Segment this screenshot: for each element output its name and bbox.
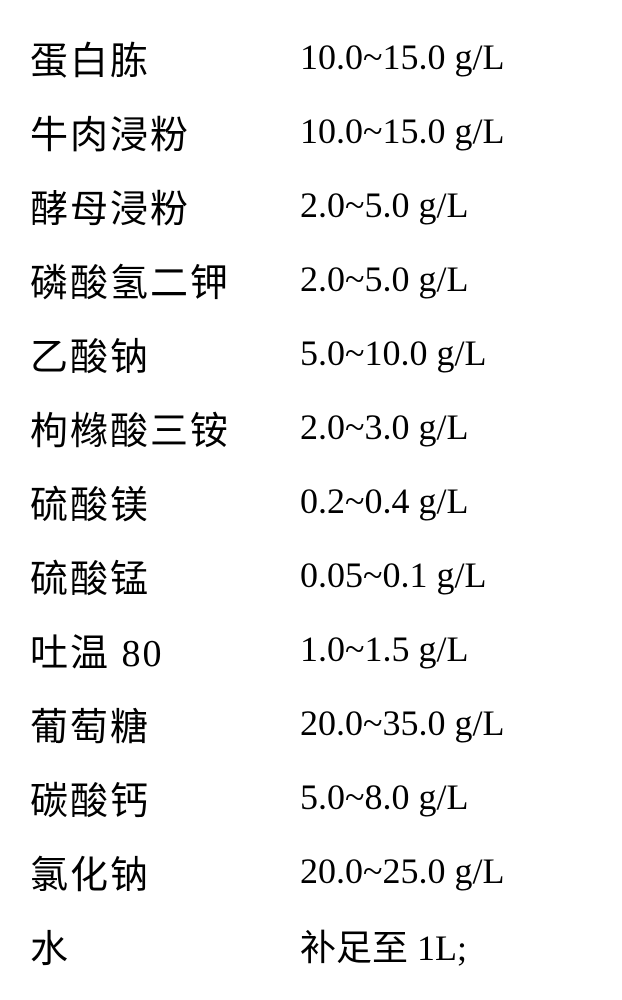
amount-cell: 10.0~15.0 g/L bbox=[300, 110, 504, 152]
ingredient-cell: 吐温 80 bbox=[30, 622, 300, 677]
amount-cell: 20.0~25.0 g/L bbox=[300, 850, 504, 892]
table-row: 乙酸钠 5.0~10.0 g/L bbox=[30, 316, 592, 390]
ingredient-cell: 碳酸钙 bbox=[30, 770, 300, 825]
table-row: 碳酸钙 5.0~8.0 g/L bbox=[30, 760, 592, 834]
table-row: 葡萄糖 20.0~35.0 g/L bbox=[30, 686, 592, 760]
ingredient-cell: 磷酸氢二钾 bbox=[30, 252, 300, 307]
amount-cell: 5.0~10.0 g/L bbox=[300, 332, 486, 374]
table-row: 磷酸氢二钾 2.0~5.0 g/L bbox=[30, 242, 592, 316]
amount-cell: 1.0~1.5 g/L bbox=[300, 628, 468, 670]
ingredient-cell: 枸橼酸三铵 bbox=[30, 400, 300, 455]
table-row: 枸橼酸三铵 2.0~3.0 g/L bbox=[30, 390, 592, 464]
ingredient-cell: 氯化钠 bbox=[30, 844, 300, 899]
ingredient-cell: 硫酸锰 bbox=[30, 548, 300, 603]
ingredient-cell: 水 bbox=[30, 918, 300, 973]
amount-cell: 20.0~35.0 g/L bbox=[300, 702, 504, 744]
amount-cell: 0.05~0.1 g/L bbox=[300, 554, 486, 596]
table-row: 蛋白胨 10.0~15.0 g/L bbox=[30, 20, 592, 94]
table-row: 吐温 80 1.0~1.5 g/L bbox=[30, 612, 592, 686]
amount-cell: 2.0~5.0 g/L bbox=[300, 258, 468, 300]
ingredient-cell: 硫酸镁 bbox=[30, 474, 300, 529]
amount-cell: 0.2~0.4 g/L bbox=[300, 480, 468, 522]
table-row: 酵母浸粉 2.0~5.0 g/L bbox=[30, 168, 592, 242]
table-row: 硫酸锰 0.05~0.1 g/L bbox=[30, 538, 592, 612]
amount-cell: 2.0~3.0 g/L bbox=[300, 406, 468, 448]
ingredient-cell: 酵母浸粉 bbox=[30, 178, 300, 233]
ingredient-cell: 葡萄糖 bbox=[30, 696, 300, 751]
table-row: 牛肉浸粉 10.0~15.0 g/L bbox=[30, 94, 592, 168]
ingredient-cell: 牛肉浸粉 bbox=[30, 104, 300, 159]
ingredient-cell: 蛋白胨 bbox=[30, 30, 300, 85]
amount-cell: 2.0~5.0 g/L bbox=[300, 184, 468, 226]
amount-cell: 5.0~8.0 g/L bbox=[300, 776, 468, 818]
amount-cell: 10.0~15.0 g/L bbox=[300, 36, 504, 78]
composition-table: 蛋白胨 10.0~15.0 g/L 牛肉浸粉 10.0~15.0 g/L 酵母浸… bbox=[30, 20, 592, 982]
table-row: 水 补足至 1L; bbox=[30, 908, 592, 982]
ingredient-cell: 乙酸钠 bbox=[30, 326, 300, 381]
table-row: 氯化钠 20.0~25.0 g/L bbox=[30, 834, 592, 908]
table-row: 硫酸镁 0.2~0.4 g/L bbox=[30, 464, 592, 538]
amount-cell: 补足至 1L; bbox=[300, 919, 467, 971]
